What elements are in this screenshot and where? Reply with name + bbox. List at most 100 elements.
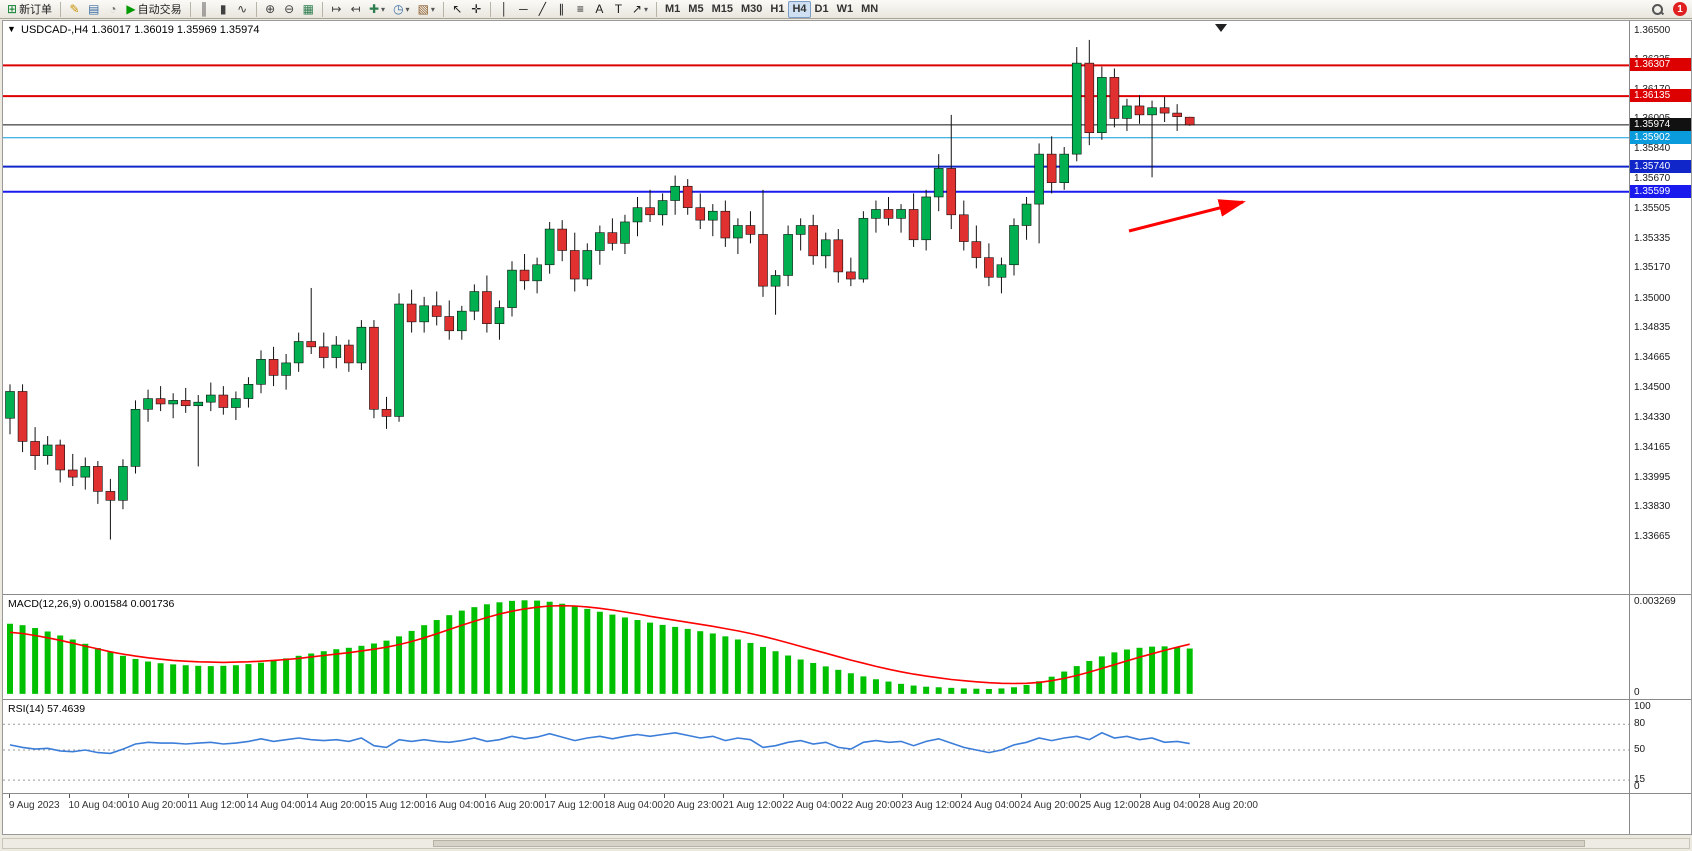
indicators-button[interactable]: ✚ ▾ [365, 1, 389, 18]
trend-arrow-annotation[interactable] [1128, 199, 1246, 233]
autotrading-button[interactable]: ▶ 自动交易 [122, 1, 185, 18]
macd-histogram-bar [220, 665, 227, 694]
candle-body [984, 257, 994, 278]
one-click-trading-toggle[interactable]: ▼ [7, 24, 16, 34]
trendline-button[interactable]: ╱ [533, 1, 552, 18]
horizontal-line-button[interactable]: ─ [514, 1, 533, 18]
macd-histogram-bar [621, 617, 628, 694]
axis-tick-label: 1.35505 [1634, 202, 1671, 214]
candle-body [682, 185, 693, 208]
candle-body [344, 344, 354, 364]
timeframe-d1-button[interactable]: D1 [811, 1, 833, 18]
symbol-search-button[interactable] [1648, 1, 1667, 18]
candlestick-chart-button[interactable]: ▮ [214, 1, 233, 18]
profiles-button[interactable]: ▤ [84, 1, 103, 18]
candle-body [331, 344, 342, 358]
axis-tick-label: 1.34330 [1634, 412, 1671, 424]
time-tick [1199, 794, 1200, 798]
candle-body [5, 391, 15, 419]
timeframe-m15-label: M15 [711, 3, 733, 15]
text-label-icon: T [614, 2, 623, 16]
zoom-out-button[interactable]: ⊖ [280, 1, 299, 18]
candle-body [1134, 105, 1145, 116]
macd-histogram-bar [559, 603, 566, 694]
horizontal-scrollbar-thumb[interactable] [433, 840, 1585, 847]
text-button[interactable]: A [590, 1, 609, 18]
candle-body [519, 269, 530, 282]
bar-chart-button[interactable]: ║ [195, 1, 214, 18]
timeframe-h4-button[interactable]: H4 [788, 0, 811, 18]
trendline-icon: ╱ [538, 2, 547, 16]
timeframe-m5-button[interactable]: M5 [684, 1, 707, 18]
macd-histogram-bar [7, 623, 13, 694]
macd-histogram-bar [145, 661, 152, 694]
macd-histogram-bar [182, 665, 189, 694]
auto-scroll-button[interactable]: ↦ [327, 1, 346, 18]
macd-histogram-bar [973, 688, 980, 694]
macd-histogram-bar [760, 646, 766, 694]
axis-tick-label: 1.34665 [1634, 352, 1671, 364]
candle-body [921, 196, 931, 241]
macd-panel-splitter[interactable] [3, 594, 1691, 595]
candle-body [645, 207, 655, 216]
candle-body [933, 168, 944, 198]
price-axis[interactable]: 1.365001.363351.361701.360051.358401.356… [1630, 21, 1691, 834]
candle-body [306, 341, 317, 348]
line-chart-button[interactable]: ∿ [233, 1, 252, 18]
price-chart-canvas[interactable] [3, 21, 1629, 594]
macd-histogram-bar [1149, 646, 1156, 694]
axis-tick-label: 1.35170 [1634, 262, 1671, 274]
candle-body [17, 391, 28, 442]
macd-histogram-bar [119, 655, 126, 694]
cursor-button[interactable]: ↖ [448, 1, 467, 18]
macd-histogram-bar [496, 602, 503, 694]
toolbar-separator [255, 1, 257, 17]
macd-histogram-bar [383, 640, 390, 694]
timeframe-h1-button[interactable]: H1 [766, 1, 788, 18]
timeframe-m15-button[interactable]: M15 [708, 1, 737, 18]
time-axis[interactable]: 9 Aug 2023 10 Aug 04:00 10 Aug 20:00 11 Aug… [3, 794, 1629, 820]
rsi-panel-canvas[interactable] [3, 701, 1629, 793]
periods-button[interactable]: ◷ ▾ [389, 1, 414, 18]
strategy-tester-button[interactable]: ◔ [103, 1, 122, 18]
notification-badge[interactable]: 1 [1673, 2, 1687, 16]
macd-histogram-bar [295, 655, 302, 694]
vertical-line-button[interactable]: │ [495, 1, 514, 18]
chart-window[interactable]: ▼ USDCAD-,H4 1.36017 1.36019 1.35969 1.3… [2, 20, 1692, 835]
periods-icon: ◷ [393, 2, 404, 16]
macd-histogram-bar [446, 615, 453, 694]
chart-shift-button[interactable]: ↤ [346, 1, 365, 18]
main-toolbar: ⊞ 新订单 ✎ ▤ ◔ ▶ 自动交易 ║ ▮ ∿ ⊕ ⊖ ▦ ↦ ↤ ✚ ▾ ◷ ▾ ▧ ▾ ↖ ✛ │ ─ ╱ ∥ ≡ A T ↗ ▾ M1 M… [0, 0, 1692, 19]
crosshair-button[interactable]: ✛ [467, 1, 486, 18]
text-label-button[interactable]: T [609, 1, 628, 18]
macd-histogram-bar [659, 624, 666, 694]
templates-button[interactable]: ▧ ▾ [414, 1, 439, 18]
candle-body [143, 398, 153, 410]
timeframe-m1-button[interactable]: M1 [661, 1, 684, 18]
zoom-in-button[interactable]: ⊕ [261, 1, 280, 18]
timeframe-m30-button[interactable]: M30 [737, 1, 766, 18]
toolbar-separator [60, 1, 62, 17]
candle-body [958, 214, 969, 242]
chart-shift-marker-icon[interactable] [1215, 24, 1227, 32]
timeframe-mn-button[interactable]: MN [857, 1, 882, 18]
new-order-button[interactable]: ⊞ 新订单 [3, 1, 56, 18]
macd-histogram-bar [747, 642, 754, 694]
macd-histogram-bar [509, 600, 515, 694]
macd-panel-canvas[interactable] [3, 596, 1629, 699]
axis-tick-label: 0.003269 [1634, 596, 1676, 607]
candle-body [369, 326, 379, 410]
time-axis-label: 23 Aug 12:00 [901, 800, 961, 811]
rsi-panel-splitter[interactable] [3, 699, 1691, 700]
time-axis-label: 24 Aug 04:00 [961, 800, 1020, 811]
timeframe-w1-button[interactable]: W1 [833, 1, 858, 18]
tile-windows-button[interactable]: ▦ [299, 1, 318, 18]
macd-histogram-bar [709, 633, 716, 694]
candle-body [607, 232, 618, 244]
arrows-button[interactable]: ↗ ▾ [628, 1, 652, 18]
macd-histogram-bar [948, 687, 955, 694]
metaeditor-button[interactable]: ✎ [65, 1, 84, 18]
fibonacci-button[interactable]: ≡ [571, 1, 590, 18]
channel-button[interactable]: ∥ [552, 1, 571, 18]
horizontal-scrollbar[interactable] [2, 838, 1690, 849]
